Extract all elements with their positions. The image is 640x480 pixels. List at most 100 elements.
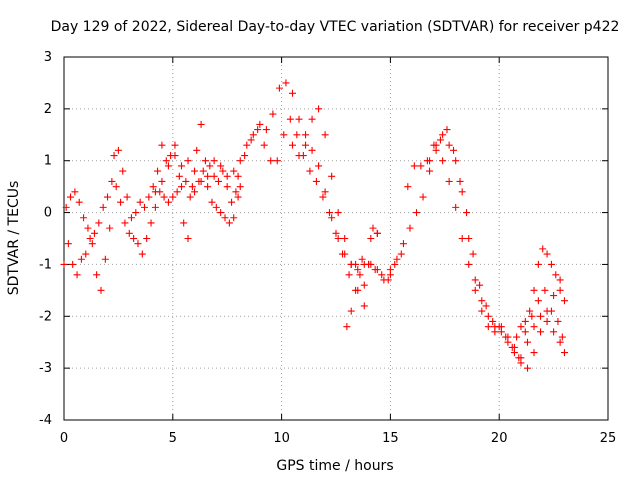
data-point <box>234 172 242 180</box>
data-point <box>334 209 342 217</box>
data-point <box>345 271 353 279</box>
data-point <box>443 126 451 134</box>
data-point <box>234 193 242 201</box>
data-point <box>513 333 521 341</box>
data-point <box>82 250 90 258</box>
data-point <box>182 177 190 185</box>
data-point <box>497 323 505 331</box>
data-point <box>247 136 255 144</box>
series-trace-e <box>288 105 381 310</box>
data-point <box>556 338 564 346</box>
data-point <box>73 271 81 279</box>
data-point <box>550 328 558 336</box>
data-point <box>541 286 549 294</box>
data-point <box>417 162 425 170</box>
data-point <box>510 343 518 351</box>
data-point <box>560 349 568 357</box>
data-point <box>60 260 68 268</box>
data-point <box>171 141 179 149</box>
data-point <box>354 266 362 274</box>
data-point <box>556 276 564 284</box>
data-point <box>282 79 290 87</box>
data-point <box>315 162 323 170</box>
x-tick-label: 20 <box>491 431 508 446</box>
data-point <box>243 141 251 149</box>
data-point <box>552 271 560 279</box>
data-point <box>267 157 275 165</box>
data-point <box>491 328 499 336</box>
data-point <box>71 188 79 196</box>
data-point <box>64 240 72 248</box>
data-point <box>208 198 216 206</box>
data-point <box>367 235 375 242</box>
data-point <box>223 183 231 191</box>
data-point <box>149 183 157 191</box>
data-point <box>193 146 201 154</box>
data-point <box>341 235 349 242</box>
data-point <box>269 110 277 118</box>
data-point <box>273 157 281 165</box>
y-axis-label: SDTVAR / TECUs <box>6 181 22 296</box>
data-point <box>308 115 316 123</box>
data-point <box>302 141 310 149</box>
data-point <box>352 286 360 294</box>
data-point <box>154 167 162 175</box>
series-trace-i <box>513 245 568 341</box>
data-point <box>556 286 564 294</box>
data-point <box>393 255 401 263</box>
data-point <box>537 328 545 336</box>
data-point <box>321 188 329 196</box>
data-point <box>530 349 538 357</box>
data-point <box>378 271 386 279</box>
data-point <box>436 136 444 144</box>
data-point <box>99 203 107 211</box>
data-point <box>147 219 155 227</box>
data-point <box>484 323 492 331</box>
data-point <box>69 260 77 268</box>
data-point <box>308 146 316 154</box>
data-point <box>482 302 490 310</box>
data-point <box>232 188 240 196</box>
data-point <box>106 224 114 232</box>
data-point <box>160 193 168 201</box>
series-trace-h <box>404 126 566 362</box>
data-point <box>158 177 166 185</box>
data-point <box>256 120 264 128</box>
data-point <box>319 193 327 201</box>
plot-frame <box>63 56 609 421</box>
data-point <box>151 188 159 196</box>
data-point <box>90 229 98 237</box>
data-point <box>217 209 225 217</box>
data-point <box>347 260 355 268</box>
data-point <box>108 177 116 185</box>
data-point <box>315 105 323 113</box>
data-point <box>127 214 135 222</box>
data-point <box>384 276 392 284</box>
data-point <box>554 317 562 325</box>
data-point <box>406 224 414 232</box>
data-point <box>293 131 301 139</box>
data-point <box>230 214 238 222</box>
x-tick-label: 10 <box>273 431 290 446</box>
data-point <box>530 323 538 331</box>
series-trace-g <box>386 131 568 362</box>
data-point <box>125 229 133 237</box>
data-point <box>358 255 366 263</box>
series-trace-j <box>426 141 564 372</box>
data-point <box>295 115 303 123</box>
data-point <box>212 203 220 211</box>
data-point <box>93 271 101 279</box>
data-point <box>465 235 473 242</box>
data-point <box>288 141 296 149</box>
data-point <box>426 167 434 175</box>
data-point <box>97 286 105 294</box>
data-point <box>112 183 120 191</box>
data-point <box>88 240 96 248</box>
data-point <box>334 235 342 242</box>
data-point <box>210 157 218 165</box>
data-point <box>134 240 142 248</box>
data-point <box>169 193 177 201</box>
data-point <box>526 307 534 315</box>
data-point <box>432 141 440 149</box>
y-tick-label: -3 <box>39 361 52 376</box>
